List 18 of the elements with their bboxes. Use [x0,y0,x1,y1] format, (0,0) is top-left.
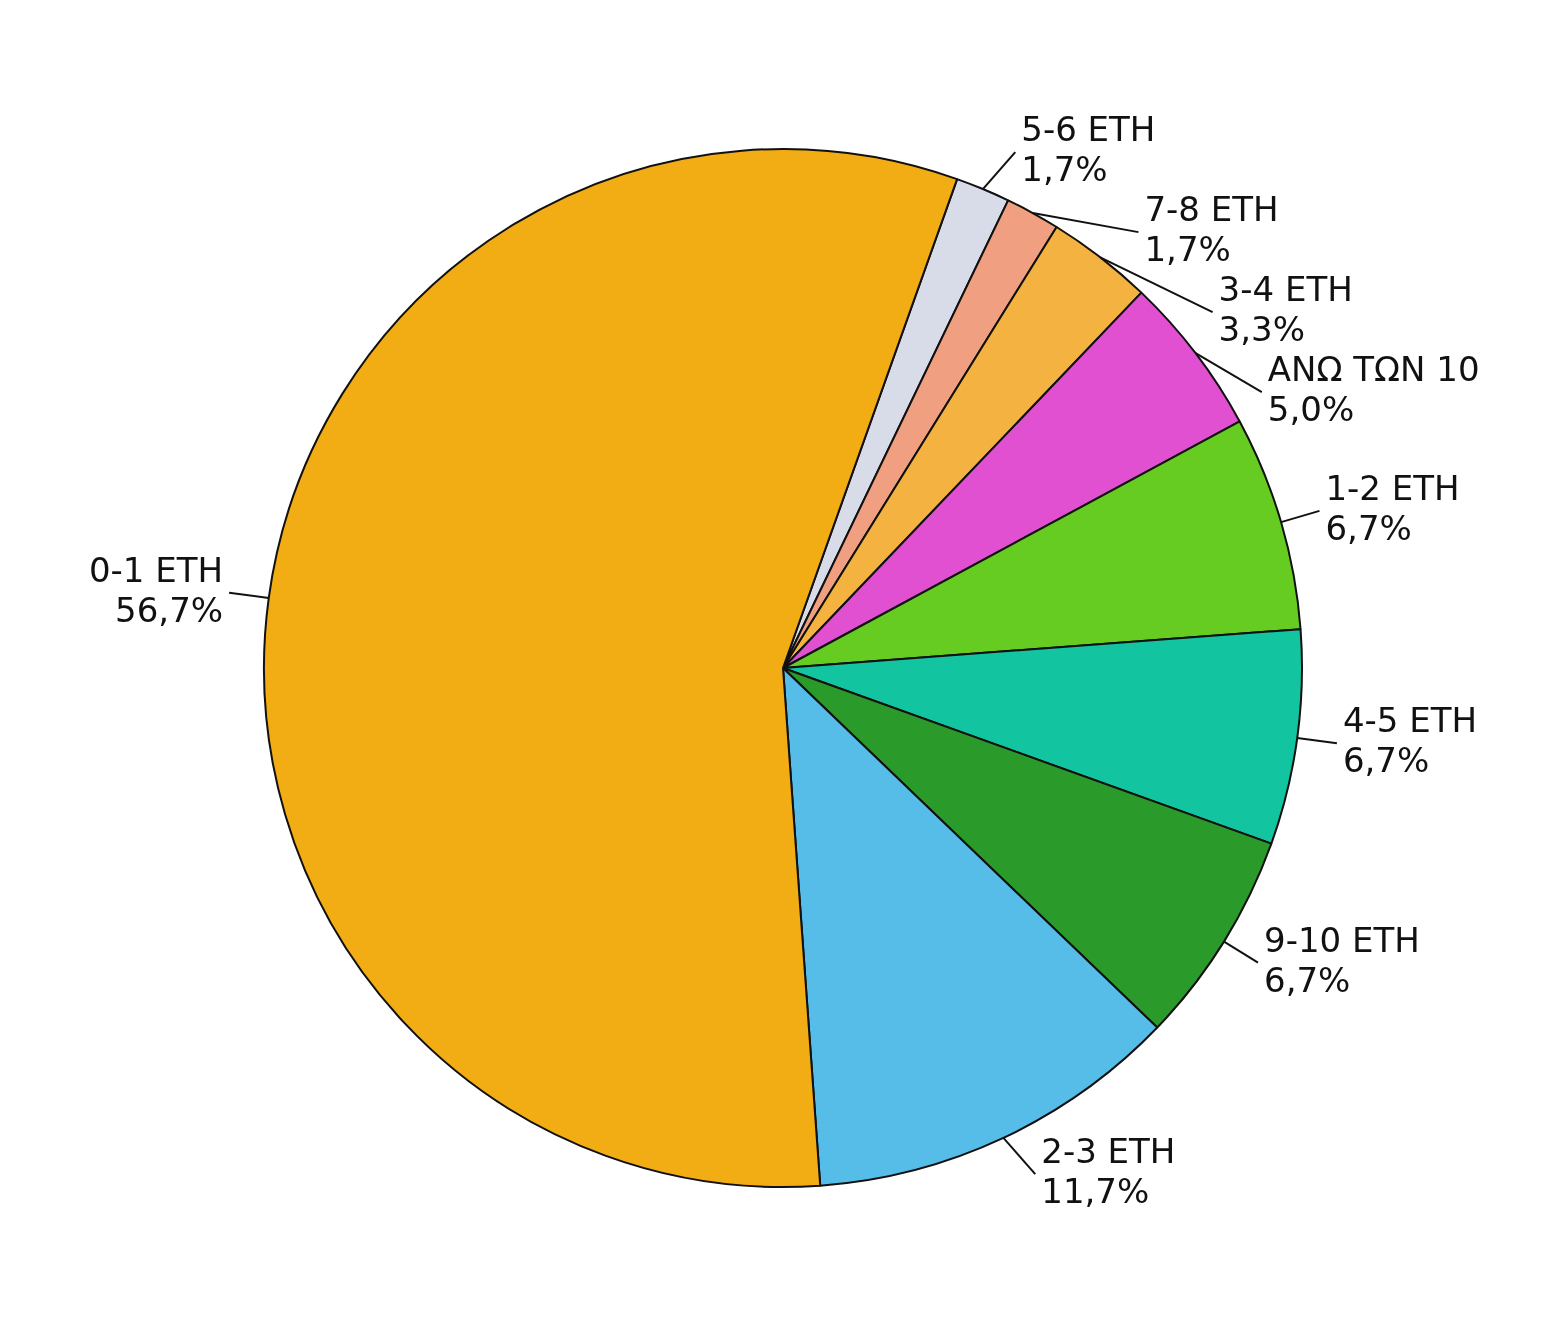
slice-label: 7-8 ETH [1144,188,1279,229]
data-label: 11,7% [1041,1170,1150,1211]
data-label: 6,7% [1264,959,1351,1000]
slice-label: 4-5 ETH [1342,700,1478,741]
data-label: 3,3% [1218,308,1305,349]
data-label: 56,7% [115,589,224,630]
data-label: 1,7% [1021,148,1108,189]
data-label: 6,7% [1342,740,1430,781]
data-label: 1,7% [1144,228,1231,269]
slice-label: ΑΝΩ ΤΩΝ 10 [1267,348,1480,389]
slice-label: 9-10 ETH [1264,919,1420,960]
slice-label: 0-1 ETH [88,549,224,590]
slice-label: 1-2 ETH [1325,467,1460,508]
data-label: 5,0% [1267,388,1355,429]
slice-label: 2-3 ETH [1041,1130,1176,1171]
data-label: 6,7% [1325,507,1412,548]
slice-label: 5-6 ETH [1021,108,1156,149]
slice-label: 3-4 ETH [1218,268,1353,309]
